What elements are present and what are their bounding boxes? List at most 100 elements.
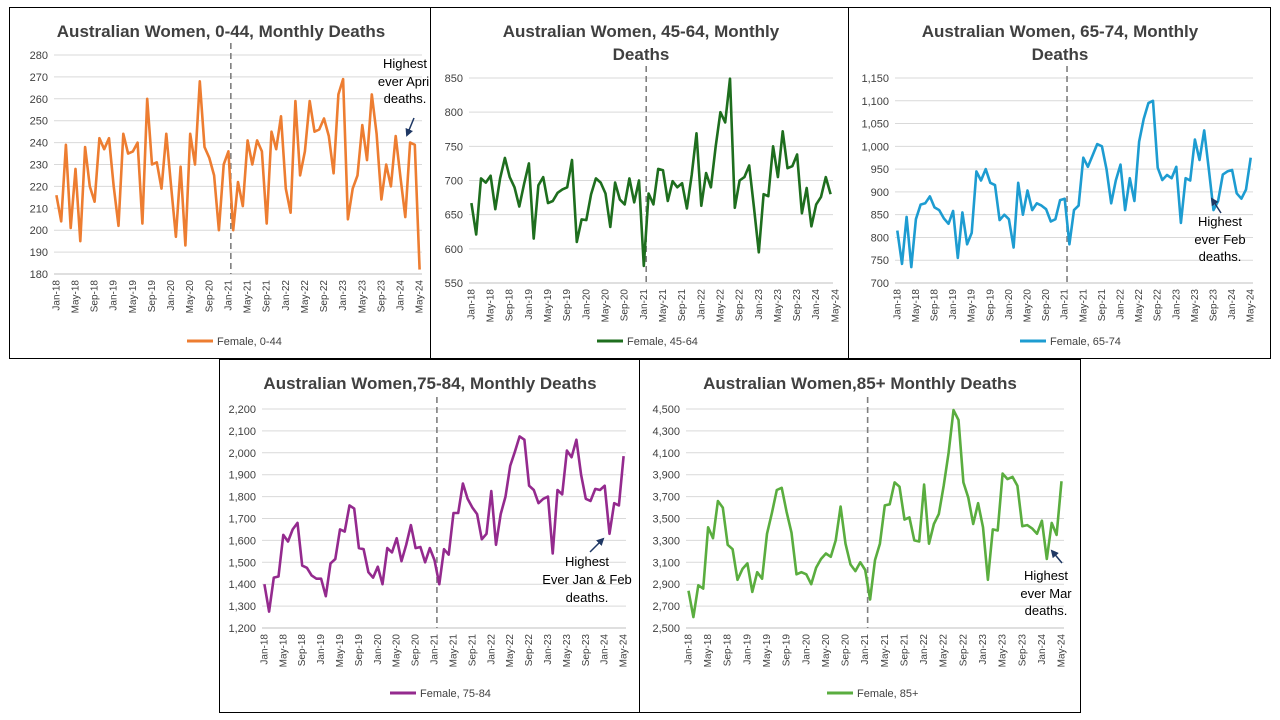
x-tick-label: Jan-18 xyxy=(51,280,62,311)
x-tick-label: Jan-19 xyxy=(948,289,959,320)
x-tick-label: Jan-22 xyxy=(486,634,497,665)
chart-75-84: Australian Women,75-84, Monthly Deaths 1,… xyxy=(228,374,632,700)
series-line xyxy=(687,408,1063,619)
chart-title-line: Australian Women, 65-74, Monthly xyxy=(922,22,1199,41)
series-line xyxy=(263,435,625,613)
x-tick-label: Jan-20 xyxy=(166,280,177,311)
y-tick-label: 700 xyxy=(871,278,889,290)
x-tick-label: Jan-22 xyxy=(696,289,707,320)
chart-title-line: Australian Women, 0-44, Monthly Deaths xyxy=(57,22,385,41)
y-tick-label: 270 xyxy=(30,72,48,84)
x-tick-label: Jan-24 xyxy=(1227,289,1238,320)
x-tick-label: Jan-24 xyxy=(395,280,406,311)
x-tick-label: Sep-23 xyxy=(376,280,387,313)
y-tick-label: 4,300 xyxy=(652,426,680,438)
x-tick-label: May-20 xyxy=(821,634,832,668)
x-tick-label: May-24 xyxy=(619,634,630,668)
x-tick-label: Sep-23 xyxy=(1017,634,1028,667)
y-tick-label: 240 xyxy=(30,138,48,150)
y-tick-label: 1,400 xyxy=(228,579,256,591)
y-tick-label: 3,900 xyxy=(652,470,680,482)
x-tick-label: Jan-22 xyxy=(919,634,930,665)
y-tick-label: 1,700 xyxy=(228,514,256,526)
x-tick-label: May-22 xyxy=(505,634,516,668)
x-tick-label: May-19 xyxy=(967,289,978,323)
x-tick-label: Jan-19 xyxy=(109,280,120,311)
annotation-text: Ever Jan & Feb xyxy=(542,572,632,587)
x-tick-label: Jan-24 xyxy=(1037,634,1048,665)
x-tick-label: Jan-21 xyxy=(639,289,650,320)
x-tick-label: Jan-18 xyxy=(466,289,477,320)
x-tick-label: Jan-19 xyxy=(316,634,327,665)
x-tick-label: May-22 xyxy=(715,289,726,323)
x-tick-label: Sep-18 xyxy=(90,280,101,313)
chart-65-74: Australian Women, 65-74, Monthly Deaths 70… xyxy=(861,22,1256,348)
y-tick-label: 2,900 xyxy=(652,579,680,591)
legend-label: Female, 65-74 xyxy=(1050,336,1121,348)
y-tick-label: 4,100 xyxy=(652,448,680,460)
annotation-arrow xyxy=(589,537,605,553)
x-tick-label: May-23 xyxy=(1190,289,1201,323)
y-tick-label: 1,500 xyxy=(228,557,256,569)
annotation-text: deaths. xyxy=(384,91,427,106)
annotation-text: deaths. xyxy=(1025,603,1068,618)
x-tick-label: May-20 xyxy=(185,280,196,314)
annotation-text: deaths. xyxy=(566,590,609,605)
x-tick-label: May-21 xyxy=(448,634,459,668)
x-tick-label: Jan-24 xyxy=(811,289,822,320)
annotation-text: Highest xyxy=(565,554,609,569)
x-tick-label: Sep-20 xyxy=(1041,289,1052,322)
x-tick-label: May-23 xyxy=(998,634,1009,668)
y-tick-label: 850 xyxy=(445,73,463,85)
legend-label: Female, 85+ xyxy=(857,688,918,700)
x-tick-label: Jan-21 xyxy=(860,634,871,665)
x-tick-label: May-18 xyxy=(703,634,714,668)
x-tick-label: Sep-18 xyxy=(930,289,941,322)
x-tick-label: May-22 xyxy=(1134,289,1145,323)
y-tick-label: 850 xyxy=(871,210,889,222)
y-tick-label: 3,500 xyxy=(652,514,680,526)
x-tick-label: May-22 xyxy=(300,280,311,314)
legend-label: Female, 75-84 xyxy=(420,688,491,700)
y-tick-label: 2,700 xyxy=(652,601,680,613)
chart-panel-65-74: Australian Women, 65-74, Monthly Deaths 70… xyxy=(848,7,1271,359)
x-tick-label: May-20 xyxy=(392,634,403,668)
annotation-text: ever Feb xyxy=(1194,232,1245,247)
x-tick-label: Jan-21 xyxy=(430,634,441,665)
y-tick-label: 2,000 xyxy=(228,448,256,460)
x-tick-label: Jan-21 xyxy=(223,280,234,311)
annotation-text: Highest xyxy=(1024,568,1068,583)
y-tick-label: 1,300 xyxy=(228,601,256,613)
x-tick-label: May-18 xyxy=(486,289,497,323)
y-tick-label: 3,100 xyxy=(652,557,680,569)
x-tick-label: May-21 xyxy=(1078,289,1089,323)
x-tick-label: Sep-18 xyxy=(505,289,516,322)
x-tick-label: May-21 xyxy=(880,634,891,668)
x-tick-label: May-24 xyxy=(415,280,426,314)
chart-title-line: Deaths xyxy=(613,45,670,64)
chart-title-line: Australian Women,85+ Monthly Deaths xyxy=(703,374,1017,393)
x-tick-label: Sep-21 xyxy=(677,289,688,322)
y-tick-label: 750 xyxy=(445,141,463,153)
y-tick-label: 1,600 xyxy=(228,535,256,547)
x-tick-label: Sep-18 xyxy=(723,634,734,667)
chart-85-plus: Australian Women,85+ Monthly Deaths 2,500… xyxy=(652,374,1072,700)
annotation-arrow xyxy=(405,117,415,137)
x-tick-label: May-19 xyxy=(128,280,139,314)
y-tick-label: 2,100 xyxy=(228,426,256,438)
x-tick-label: Sep-20 xyxy=(620,289,631,322)
x-tick-label: Sep-19 xyxy=(782,634,793,667)
y-tick-label: 1,200 xyxy=(228,623,256,635)
chart-0-44: Australian Women, 0-44, Monthly Deaths 18… xyxy=(30,22,432,348)
chart-panel-0-44: Australian Women, 0-44, Monthly Deaths 18… xyxy=(9,7,432,359)
y-tick-label: 2,200 xyxy=(228,404,256,416)
y-tick-label: 2,500 xyxy=(652,623,680,635)
annotation-text: Highest xyxy=(1198,214,1242,229)
x-tick-label: Sep-23 xyxy=(581,634,592,667)
x-tick-label: Jan-23 xyxy=(543,634,554,665)
annotation-arrow xyxy=(1050,549,1063,564)
y-tick-label: 3,700 xyxy=(652,492,680,504)
x-tick-label: Jan-19 xyxy=(742,634,753,665)
x-tick-label: May-24 xyxy=(1057,634,1068,668)
y-tick-label: 4,500 xyxy=(652,404,680,416)
